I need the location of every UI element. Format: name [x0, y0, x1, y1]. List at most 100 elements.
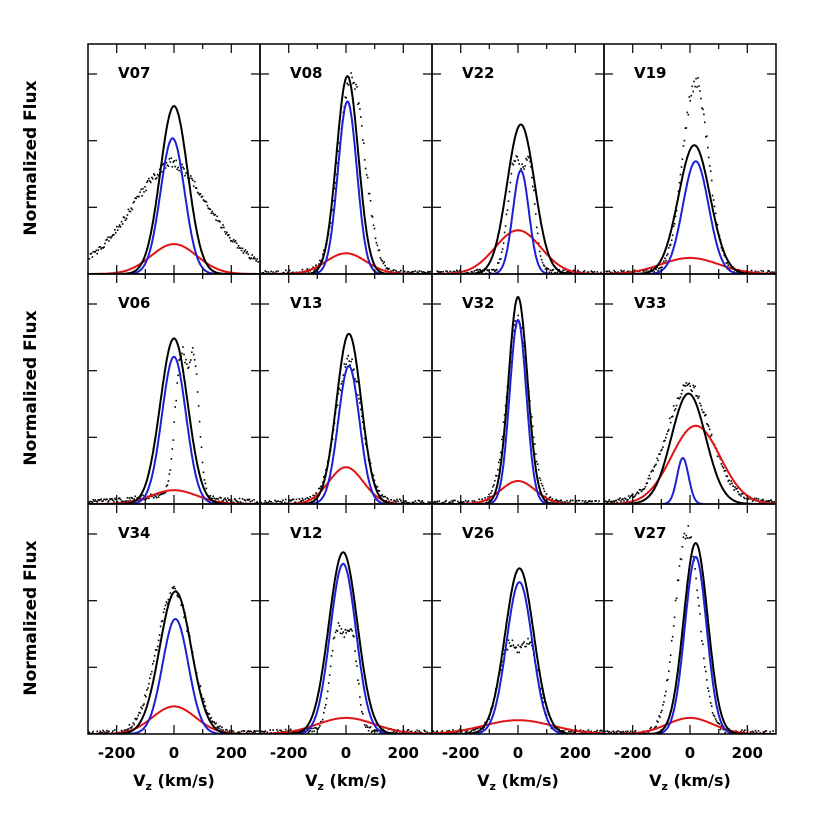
data-point: [474, 728, 477, 731]
data-point: [633, 731, 636, 733]
data-point: [158, 634, 161, 636]
data-point: [506, 649, 509, 651]
data-point: [436, 270, 439, 272]
data-point: [407, 271, 410, 273]
data-point: [155, 496, 158, 499]
data-point: [655, 463, 657, 466]
x-tick-label: -200: [270, 744, 308, 762]
data-point: [544, 268, 547, 270]
data-point: [432, 730, 435, 732]
data-point: [411, 270, 414, 273]
data-point: [454, 499, 456, 502]
data-point: [141, 195, 143, 197]
data-point: [472, 729, 475, 732]
data-point: [555, 498, 557, 501]
data-point: [540, 693, 543, 696]
data-point: [700, 97, 702, 100]
data-point: [181, 163, 183, 166]
data-point: [743, 496, 745, 499]
data-point: [121, 500, 124, 502]
panel-v19: V19: [603, 43, 777, 275]
data-point: [700, 630, 702, 633]
data-point: [356, 665, 358, 667]
data-point: [513, 646, 516, 649]
data-points: [88, 585, 259, 734]
data-point: [674, 215, 677, 218]
data-point: [372, 224, 375, 227]
data-point: [157, 175, 160, 177]
data-point: [129, 210, 132, 213]
data-point: [226, 729, 228, 731]
data-point: [453, 499, 455, 502]
data-point: [186, 363, 188, 365]
data-point: [701, 408, 703, 411]
data-point: [182, 166, 184, 169]
data-point: [760, 269, 763, 272]
data-point: [634, 494, 637, 496]
data-point: [570, 499, 572, 502]
data-point: [249, 500, 252, 503]
data-point: [127, 208, 130, 211]
panel-frame: [431, 503, 605, 735]
data-point: [306, 497, 308, 499]
data-point: [533, 436, 535, 439]
data-point: [609, 271, 612, 274]
broad-curve: [456, 480, 580, 504]
x-tick-label: 200: [560, 744, 591, 762]
data-point: [323, 476, 325, 478]
data-point: [380, 258, 383, 261]
data-point: [727, 480, 729, 482]
data-point: [115, 225, 118, 228]
data-point: [126, 728, 129, 731]
data-point: [313, 730, 315, 732]
data-point: [428, 271, 430, 273]
data-point: [407, 729, 410, 731]
data-point: [669, 244, 671, 247]
data-point: [698, 85, 700, 87]
data-point: [171, 448, 174, 450]
data-point: [587, 271, 590, 273]
data-point: [543, 490, 546, 493]
panel-v22: V22: [431, 43, 605, 275]
data-point: [314, 268, 316, 270]
data-point: [427, 270, 429, 273]
data-point: [130, 207, 133, 209]
data-point: [146, 181, 148, 184]
data-point: [747, 498, 750, 500]
data-point: [457, 500, 459, 503]
data-point: [393, 499, 395, 502]
data-point: [145, 498, 147, 500]
data-point: [108, 730, 110, 733]
data-point: [627, 270, 629, 273]
data-point: [101, 731, 103, 734]
data-point: [96, 252, 98, 255]
data-point: [395, 500, 397, 503]
data-point: [438, 500, 441, 502]
data-point: [147, 687, 149, 689]
data-point: [172, 439, 175, 441]
x-axis-title-units: (km/s): [496, 771, 559, 790]
data-point: [384, 495, 386, 498]
panel-v27: V27: [603, 503, 777, 735]
data-point: [541, 261, 544, 264]
data-point: [456, 731, 458, 734]
data-point: [142, 494, 144, 497]
data-point: [350, 360, 352, 363]
data-point: [705, 670, 707, 673]
data-point: [576, 269, 579, 272]
data-points: [432, 155, 603, 274]
data-point: [536, 232, 539, 235]
data-point: [141, 707, 143, 710]
data-point: [112, 499, 114, 501]
data-point: [209, 208, 212, 211]
data-point: [132, 201, 135, 204]
data-point: [99, 499, 101, 501]
data-point: [350, 72, 352, 74]
data-point: [557, 500, 559, 502]
data-point: [541, 697, 544, 699]
data-point: [329, 665, 332, 668]
data-point: [112, 234, 114, 236]
data-point: [227, 497, 229, 500]
data-point: [726, 475, 729, 478]
data-point: [364, 726, 367, 728]
